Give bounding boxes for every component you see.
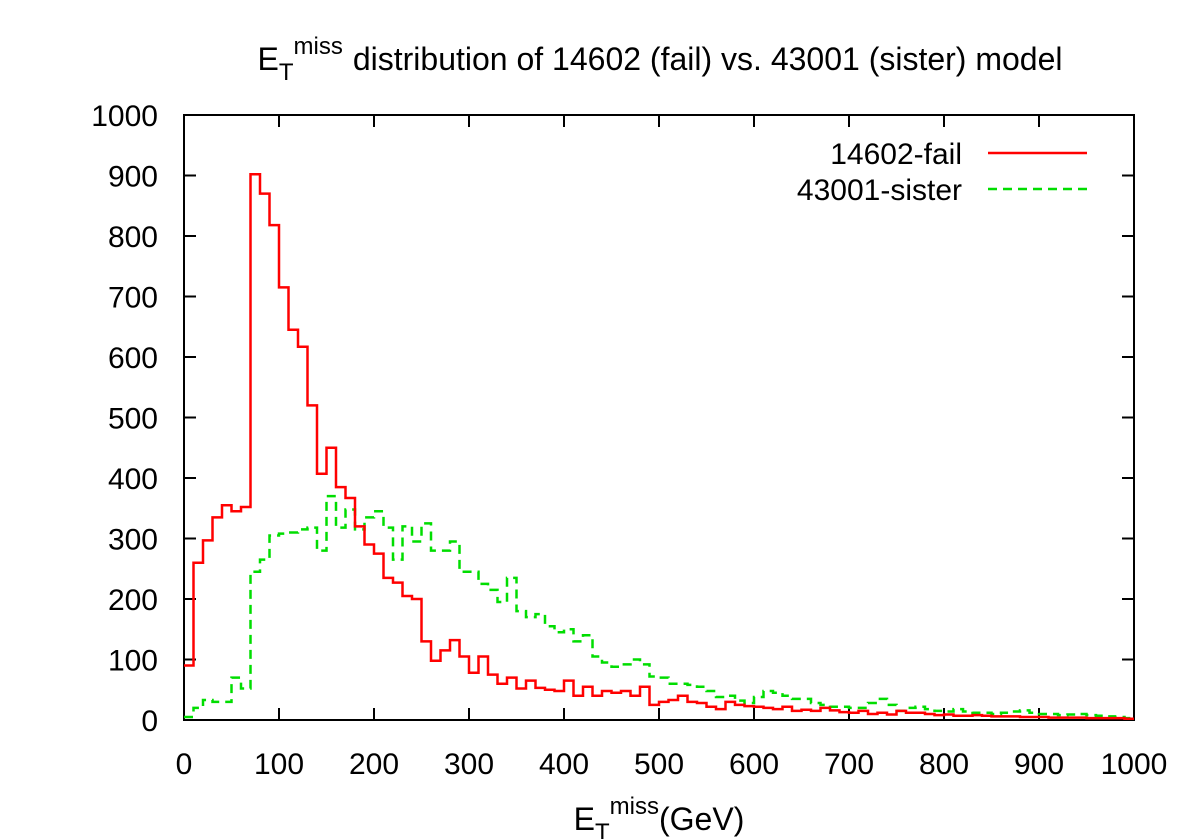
y-tick-label: 600 [108,342,158,375]
xlabel-superscript: miss [610,793,659,820]
plot-frame [183,114,1135,721]
y-tick-label: 700 [108,282,158,315]
x-tick-label: 900 [1014,748,1064,781]
xlabel-rest: (GeV) [659,801,744,837]
legend-label-43001-sister: 43001-sister [797,174,962,207]
x-tick-label: 100 [254,748,304,781]
y-tick-label: 800 [108,221,158,254]
x-axis-label: ETmiss(GeV) [574,793,745,839]
title-rest: distribution of 14602 (fail) vs. 43001 (… [353,41,1063,77]
xlabel-subscript: T [595,819,610,839]
series-line-14602-fail [184,173,1134,721]
title-subscript: T [279,59,294,86]
xlabel-symbol: E [574,801,595,837]
x-tick-label: 0 [176,748,193,781]
series-line-43001-sister [184,494,1134,720]
x-tick-label: 800 [919,748,969,781]
legend-label-14602-fail: 14602-fail [830,138,962,171]
plot-area: 0 100 200 300 400 500 600 700 800 900 1000 0 100 200 3… [91,100,1167,781]
y-tick-label: 100 [108,645,158,678]
x-tick-label: 400 [539,748,589,781]
chart-title: ETmiss distribution of 14602 (fail) vs. 4… [257,33,1062,86]
title-superscript: miss [294,33,343,60]
y-tick-label: 300 [108,524,158,557]
y-tick-label: 500 [108,403,158,436]
y-tick-label: 900 [108,161,158,194]
y-tick-label: 0 [141,705,158,738]
x-tick-label: 600 [729,748,779,781]
x-tick-label: 500 [634,748,684,781]
y-tick-label: 200 [108,584,158,617]
x-tick-label: 300 [444,748,494,781]
x-tick-label: 200 [349,748,399,781]
series-layer [184,173,1134,721]
y-tick-label: 1000 [91,100,158,133]
title-symbol: E [257,41,278,77]
x-tick-label: 700 [824,748,874,781]
x-tick-label: 1000 [1101,748,1168,781]
y-tick-label: 400 [108,463,158,496]
legend: 14602-fail 43001-sister [797,138,1087,207]
axis-ticks: 0 100 200 300 400 500 600 700 800 900 1000 0 100 200 3… [91,100,1167,781]
